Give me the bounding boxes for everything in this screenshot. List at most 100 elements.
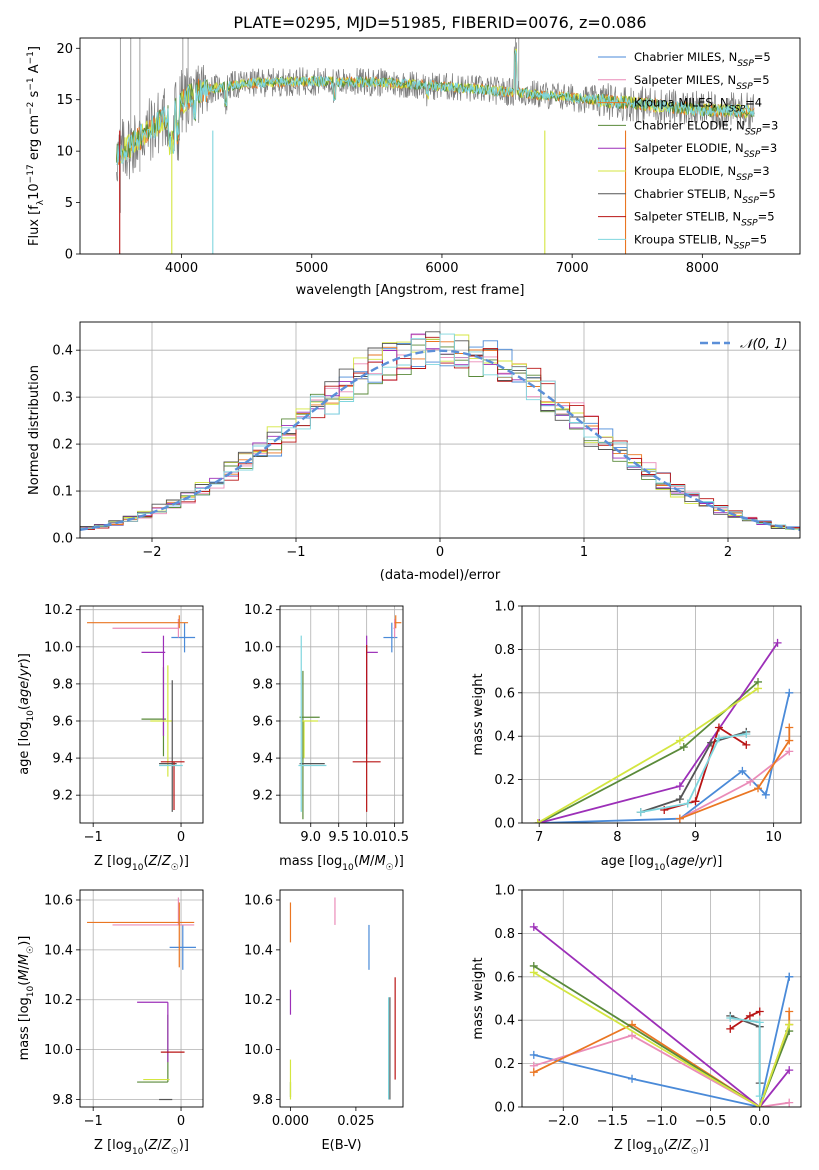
weight-marker (785, 736, 794, 745)
weight-marker (738, 766, 747, 775)
errorbar-point (393, 618, 396, 638)
weight-marker (761, 790, 770, 799)
weight-line (533, 976, 791, 1107)
y-tick-label: 0.0 (52, 532, 73, 547)
y-axis-label: Flux [fλ10−17 erg cm−2 s−1 A−1] (26, 46, 46, 246)
errorbars (87, 897, 196, 1101)
x-tick-label: 10.5 (380, 830, 409, 845)
weight-marker (755, 1103, 764, 1107)
x-tick-label: 10 (765, 830, 782, 845)
y-tick-label: 9.6 (252, 714, 273, 729)
model-spectrum (116, 50, 755, 166)
y-tick-label: 10.0 (44, 640, 73, 655)
y-tick-label: 9.8 (52, 677, 73, 692)
legend-label: Kroupa ELODIE, NSSP=3 (634, 164, 770, 183)
y-axis-label: mass weight (471, 673, 486, 755)
y-tick-label: 5 (65, 196, 73, 211)
axes-frame (279, 605, 404, 824)
x-tick-label: 9.0 (300, 830, 321, 845)
y-tick-label: 0.8 (494, 927, 515, 942)
weight-marker (785, 688, 794, 697)
weight-marker (529, 1050, 538, 1059)
errorbar-point (169, 924, 196, 970)
weight-marker (785, 1007, 794, 1016)
y-tick-label: 10.2 (44, 993, 73, 1008)
chart-spectrum: 4000 5000 6000 7000 8000 0 5 10 15 20 Chabrier MIL… (26, 37, 801, 298)
x-tick-label: −1.5 (597, 1114, 629, 1129)
y-tick-label: 20 (56, 42, 73, 57)
weight-line (730, 1017, 761, 1097)
errorbar-point (87, 902, 195, 968)
errorbar-point (150, 665, 173, 777)
weight-marker (714, 723, 723, 732)
weight-marker (785, 747, 794, 756)
weight-marker (773, 638, 782, 647)
x-tick-label: −0.5 (695, 1114, 727, 1129)
y-tick-label: 0.1 (52, 485, 73, 500)
weight-marker (726, 1014, 735, 1023)
x-tick-label: 2 (724, 545, 732, 560)
weight-marker (675, 782, 684, 791)
y-tick-label: 0.4 (494, 1014, 515, 1029)
x-tick-label: 0 (177, 1114, 185, 1129)
x-tick-label: 7000 (556, 261, 589, 276)
weight-series (529, 968, 794, 1107)
weight-marker (785, 1098, 794, 1107)
x-tick-label: 1 (580, 545, 588, 560)
x-tick-label: −1 (84, 1114, 103, 1129)
y-tick-label: 10.0 (244, 640, 273, 655)
axes-frame (79, 605, 204, 824)
y-tick-label: 0.6 (494, 686, 515, 701)
y-tick-label: 0.0 (494, 817, 515, 832)
x-axis-label: age [log10(age/yr)] (601, 854, 723, 873)
errorbar-point (366, 635, 378, 755)
y-tick-label: 9.4 (252, 752, 273, 767)
spectrum-lines (116, 38, 755, 254)
spectrum-legend: Chabrier MILES, NSSP=5 Salpeter MILES, NS… (598, 50, 778, 251)
weight-marker (529, 1068, 538, 1077)
y-tick-label: 9.2 (252, 789, 273, 804)
weight-marker (691, 797, 700, 806)
weight-marker (755, 1007, 764, 1016)
y-tick-label: 10.6 (244, 893, 273, 908)
chart-mass-vs-Z: −1 0 9.8 10.0 10.2 10.4 10.6 Z [log10(Z/Z☉)] mas… (17, 889, 204, 1157)
weight-line (640, 733, 747, 813)
x-tick-label: −1.0 (646, 1114, 678, 1129)
y-tick-label: 10.2 (244, 993, 273, 1008)
weight-series (726, 1011, 764, 1088)
errorbar-point (137, 1001, 169, 1063)
y-tick-label: 0.4 (494, 730, 515, 745)
weight-marker (742, 730, 751, 739)
errorbar-point (112, 897, 195, 926)
weight-marker (754, 784, 763, 793)
weight-line (537, 687, 759, 823)
weight-line (640, 731, 747, 813)
y-tick-label: 0.6 (494, 970, 515, 985)
errorbars (289, 897, 396, 1100)
x-axis-label: (data-model)/error (380, 568, 501, 583)
legend-label: Chabrier ELODIE, NSSP=3 (634, 118, 778, 137)
weight-marker (628, 1074, 637, 1083)
x-axis-label: Z [log10(Z/Z☉)] (614, 1138, 709, 1157)
errorbar-point (160, 761, 185, 811)
legend-label: Salpeter ELODIE, NSSP=3 (634, 141, 777, 160)
x-tick-label: −2 (142, 545, 161, 560)
weight-marker (529, 922, 538, 931)
errorbar-point (394, 615, 402, 629)
weight-marker (742, 740, 751, 749)
weight-series (675, 723, 794, 823)
errorbar-point (299, 670, 320, 820)
chart-weight-vs-age: 7 8 9 10 0.0 0.2 0.4 0.6 0.8 1.0 age [log10(age/yr… (471, 600, 802, 873)
y-tick-label: 0.3 (52, 391, 73, 406)
y-tick-label: 9.4 (52, 752, 73, 767)
weight-marker (745, 1011, 754, 1020)
weight-marker (675, 814, 684, 823)
axes-frame (279, 889, 404, 1108)
weight-line (533, 926, 790, 1107)
errorbar-point (141, 635, 166, 736)
weight-series (533, 684, 763, 823)
weight-line (533, 1034, 790, 1107)
y-tick-label: 0.2 (52, 438, 73, 453)
